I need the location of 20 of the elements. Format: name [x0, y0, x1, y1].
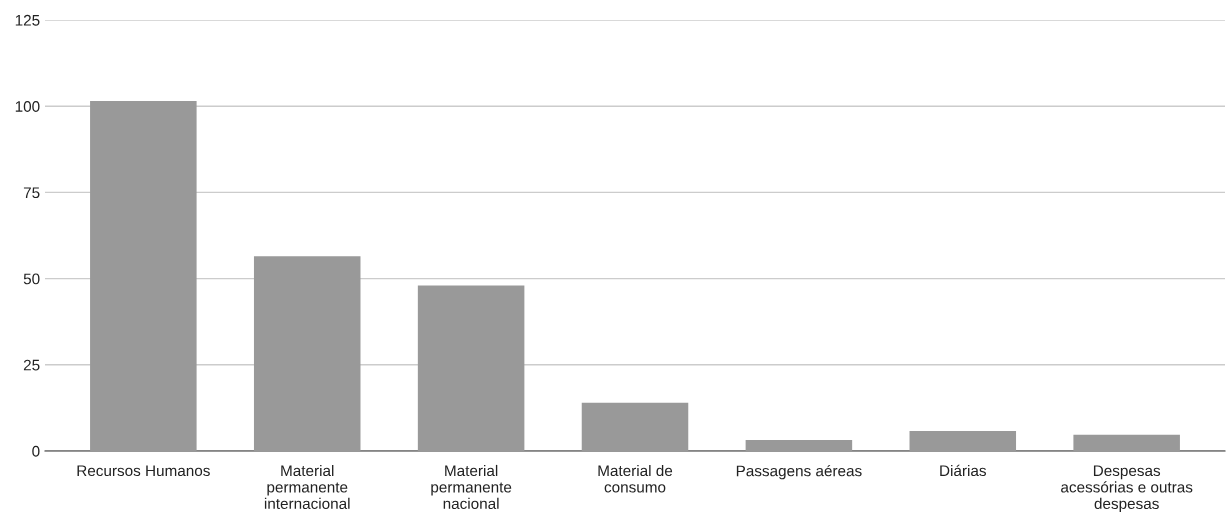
x-tick-label: Despesas acessórias e outras despesas — [1061, 465, 1193, 513]
bar — [417, 285, 525, 451]
bar — [745, 439, 853, 451]
x-tick-label: Diárias — [940, 464, 986, 477]
y-tick-label: 25 — [23, 359, 40, 371]
y-tick-label: 50 — [23, 273, 40, 285]
bar — [253, 256, 361, 451]
y-tick-label: 0 — [32, 445, 40, 457]
y-tick-label: 75 — [23, 187, 40, 199]
x-tick-label: Material permanente internacional — [264, 464, 350, 510]
y-tick-label: 125 — [15, 14, 40, 26]
bar — [1073, 434, 1180, 451]
x-tick-label: Material permanente nacional — [431, 464, 512, 510]
x-tick-label: Passagens aéreas — [736, 464, 862, 480]
y-tick-label: 100 — [15, 101, 40, 112]
x-tick-label: Material de consumo — [598, 464, 673, 493]
bar — [90, 101, 197, 451]
bar — [909, 431, 1017, 451]
bar — [581, 402, 689, 451]
x-tick-label: Recursos Humanos — [77, 465, 210, 477]
